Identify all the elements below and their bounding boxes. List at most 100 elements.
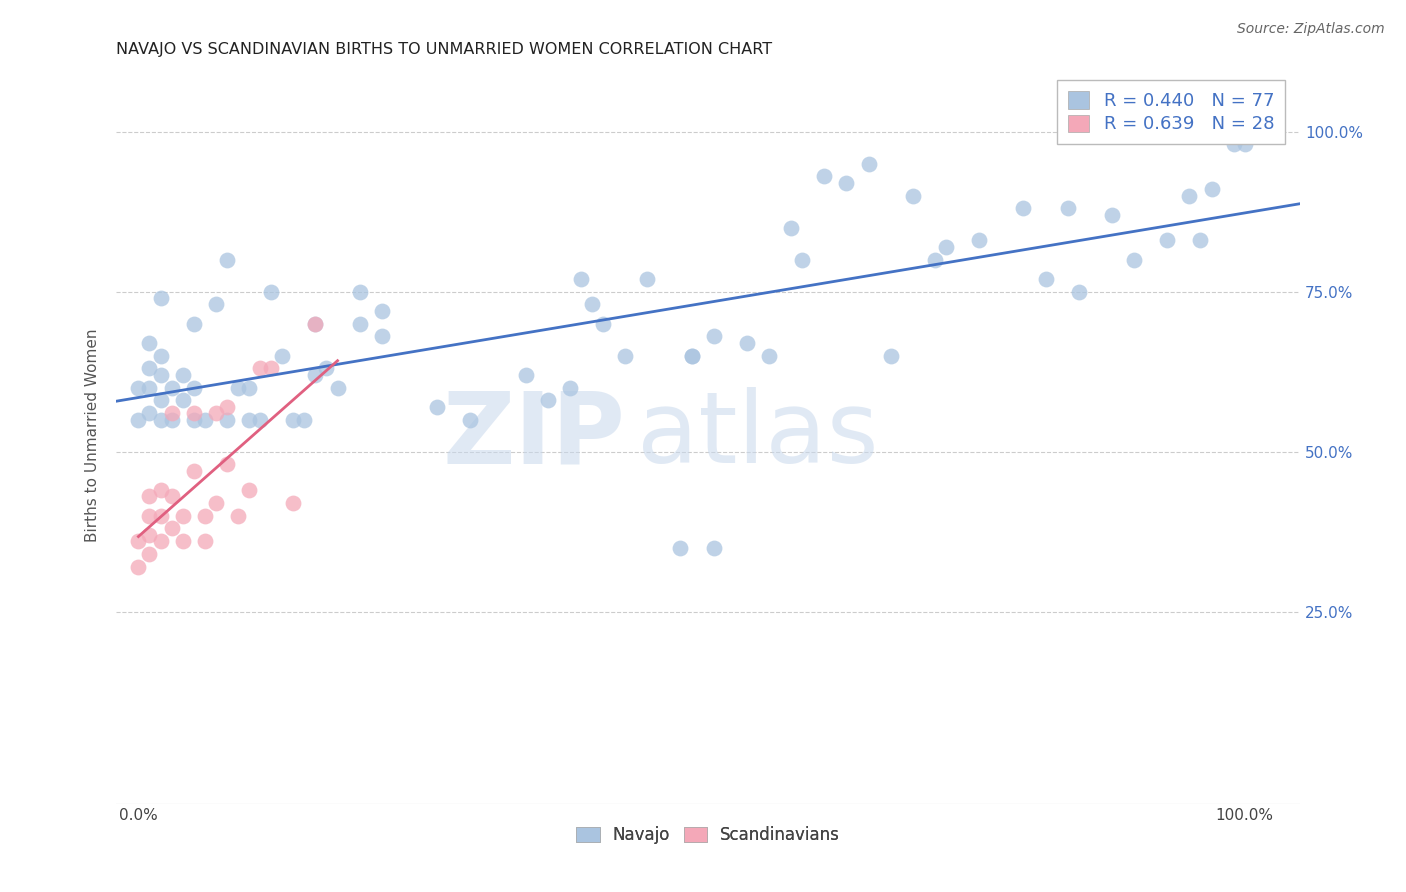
Point bbox=[1067, 285, 1090, 299]
Point bbox=[681, 349, 703, 363]
Point bbox=[304, 317, 326, 331]
Point bbox=[1123, 252, 1146, 267]
Point bbox=[780, 220, 803, 235]
Point bbox=[194, 412, 217, 426]
Point bbox=[138, 528, 160, 542]
Point bbox=[205, 297, 228, 311]
Point bbox=[149, 483, 172, 497]
Point bbox=[879, 349, 901, 363]
Point bbox=[238, 483, 260, 497]
Point bbox=[569, 272, 592, 286]
Point bbox=[172, 534, 194, 549]
Point bbox=[1189, 234, 1212, 248]
Point bbox=[149, 291, 172, 305]
Point bbox=[304, 317, 326, 331]
Point bbox=[127, 534, 149, 549]
Point bbox=[205, 406, 228, 420]
Point bbox=[967, 234, 990, 248]
Point bbox=[138, 381, 160, 395]
Point bbox=[183, 317, 205, 331]
Point bbox=[172, 508, 194, 523]
Point bbox=[458, 412, 481, 426]
Point bbox=[1222, 137, 1244, 152]
Point bbox=[835, 176, 858, 190]
Point bbox=[924, 252, 946, 267]
Point bbox=[127, 559, 149, 574]
Point bbox=[160, 412, 183, 426]
Point bbox=[138, 547, 160, 561]
Point bbox=[215, 400, 238, 414]
Point bbox=[194, 534, 217, 549]
Point bbox=[205, 496, 228, 510]
Point bbox=[160, 521, 183, 535]
Point bbox=[149, 508, 172, 523]
Point bbox=[703, 329, 725, 343]
Point bbox=[138, 490, 160, 504]
Point bbox=[127, 381, 149, 395]
Point bbox=[260, 285, 283, 299]
Point bbox=[149, 349, 172, 363]
Point bbox=[614, 349, 637, 363]
Point bbox=[160, 490, 183, 504]
Point bbox=[1035, 272, 1057, 286]
Point bbox=[138, 335, 160, 350]
Point bbox=[215, 252, 238, 267]
Text: ZIP: ZIP bbox=[443, 387, 626, 484]
Point bbox=[138, 406, 160, 420]
Text: atlas: atlas bbox=[637, 387, 879, 484]
Point bbox=[558, 381, 581, 395]
Point bbox=[138, 361, 160, 376]
Point bbox=[238, 381, 260, 395]
Point bbox=[172, 368, 194, 382]
Point bbox=[426, 400, 449, 414]
Y-axis label: Births to Unmarried Women: Births to Unmarried Women bbox=[86, 329, 100, 542]
Point bbox=[1012, 202, 1035, 216]
Point bbox=[271, 349, 294, 363]
Point bbox=[1233, 137, 1256, 152]
Point bbox=[1156, 234, 1178, 248]
Point bbox=[935, 240, 957, 254]
Point bbox=[226, 381, 249, 395]
Point bbox=[349, 285, 371, 299]
Point bbox=[149, 534, 172, 549]
Point bbox=[249, 361, 271, 376]
Point bbox=[1056, 202, 1078, 216]
Point bbox=[160, 381, 183, 395]
Point bbox=[149, 412, 172, 426]
Point bbox=[1178, 188, 1201, 202]
Point bbox=[371, 329, 394, 343]
Point bbox=[183, 464, 205, 478]
Point bbox=[581, 297, 603, 311]
Point bbox=[515, 368, 537, 382]
Point bbox=[183, 406, 205, 420]
Point bbox=[315, 361, 337, 376]
Point bbox=[901, 188, 924, 202]
Point bbox=[194, 508, 217, 523]
Point bbox=[215, 412, 238, 426]
Point bbox=[215, 458, 238, 472]
Point bbox=[537, 393, 560, 408]
Text: Source: ZipAtlas.com: Source: ZipAtlas.com bbox=[1237, 22, 1385, 37]
Point bbox=[1101, 208, 1123, 222]
Point bbox=[149, 368, 172, 382]
Point bbox=[858, 156, 880, 170]
Point bbox=[292, 412, 315, 426]
Point bbox=[304, 368, 326, 382]
Point bbox=[127, 412, 149, 426]
Point bbox=[349, 317, 371, 331]
Text: NAVAJO VS SCANDINAVIAN BIRTHS TO UNMARRIED WOMEN CORRELATION CHART: NAVAJO VS SCANDINAVIAN BIRTHS TO UNMARRI… bbox=[117, 42, 772, 57]
Point bbox=[735, 335, 758, 350]
Point bbox=[283, 496, 305, 510]
Point bbox=[183, 381, 205, 395]
Point bbox=[226, 508, 249, 523]
Point bbox=[149, 393, 172, 408]
Point bbox=[183, 412, 205, 426]
Point bbox=[326, 381, 349, 395]
Point bbox=[260, 361, 283, 376]
Legend: Navajo, Scandinavians: Navajo, Scandinavians bbox=[569, 819, 846, 850]
Point bbox=[238, 412, 260, 426]
Point bbox=[681, 349, 703, 363]
Point bbox=[249, 412, 271, 426]
Point bbox=[636, 272, 658, 286]
Point bbox=[758, 349, 780, 363]
